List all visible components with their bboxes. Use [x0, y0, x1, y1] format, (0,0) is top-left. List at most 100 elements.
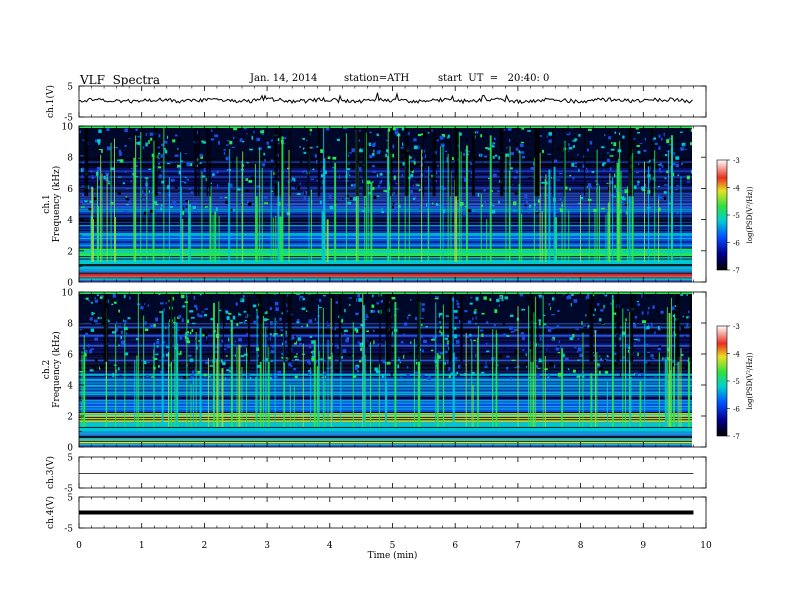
ch4-trace	[79, 510, 694, 515]
spec-speckle	[475, 296, 479, 301]
spec-speckle	[94, 319, 98, 323]
spec-speckle	[553, 131, 556, 134]
spec-speckle	[520, 332, 525, 335]
spec-speckle	[582, 164, 586, 169]
spec-speckle	[677, 174, 680, 177]
spec-speckle	[398, 359, 400, 361]
spectrogram-ch1	[79, 126, 692, 282]
spec-speckle	[448, 375, 451, 379]
spec-speckle	[111, 303, 114, 306]
spec-streak	[230, 319, 233, 427]
spec-streak	[279, 216, 282, 262]
spec-streak	[404, 158, 406, 262]
spec-streak	[648, 166, 650, 262]
spec-speckle	[442, 209, 446, 214]
spec-speckle	[135, 165, 138, 167]
spec-speckle	[529, 206, 531, 208]
spec-speckle	[453, 310, 458, 313]
spec-speckle	[423, 339, 427, 344]
spec-speckle	[263, 152, 266, 156]
spec-speckle	[633, 185, 637, 189]
spec-speckle	[425, 325, 428, 328]
spec-speckle	[560, 346, 562, 349]
spec-speckle	[328, 356, 332, 360]
spec-speckle	[578, 168, 580, 173]
spec-speckle	[431, 338, 435, 341]
spec-speckle	[503, 129, 506, 131]
spec-top-row	[79, 126, 692, 128]
spec-streak	[272, 217, 274, 262]
spec-streak	[316, 366, 319, 427]
spec-speckle	[557, 147, 562, 151]
spec-streak	[236, 156, 238, 262]
spec-speckle	[647, 351, 651, 354]
spec-speckle	[559, 198, 562, 200]
y-tick-label: 0	[67, 444, 73, 454]
spec-speckle	[445, 141, 450, 145]
spec-speckle	[87, 300, 91, 302]
spec-speckle	[379, 299, 384, 303]
spec-speckle	[641, 186, 646, 191]
spec-speckle	[285, 330, 287, 335]
spec-gap	[169, 292, 173, 362]
spec-speckle	[670, 151, 672, 153]
spec-speckle	[446, 342, 450, 345]
spec-streak	[334, 162, 337, 262]
spec-speckle	[428, 128, 432, 132]
spec-speckle	[367, 133, 370, 138]
spec-speckle	[658, 345, 662, 348]
spec-speckle	[227, 337, 230, 342]
spec-speckle	[512, 210, 517, 212]
spec-speckle	[122, 182, 126, 185]
spec-speckle	[215, 344, 219, 349]
spec-speckle	[541, 181, 545, 184]
y-axis-label: ch.3(V)	[45, 456, 56, 489]
spec-streak	[105, 382, 107, 427]
spec-gap	[630, 292, 634, 362]
spec-speckle	[390, 203, 394, 206]
spec-streak	[352, 321, 354, 427]
spec-speckle	[345, 171, 349, 176]
spec-speckle	[265, 311, 268, 314]
spec-gap	[333, 292, 335, 362]
spec-streak	[124, 323, 126, 427]
spec-speckle	[551, 314, 555, 316]
ch1-trace	[79, 91, 693, 105]
spec-speckle	[427, 376, 431, 380]
spec-speckle	[525, 353, 527, 357]
spec-speckle	[144, 321, 147, 325]
x-tick-label: 8	[578, 541, 584, 551]
spec-speckle	[209, 365, 214, 367]
spec-streak	[364, 131, 366, 262]
spec-speckle	[161, 180, 165, 184]
spec-speckle	[168, 363, 171, 367]
spec-speckle	[119, 374, 123, 377]
spec-speckle	[671, 306, 675, 311]
spec-band	[79, 257, 692, 267]
spec-speckle	[238, 312, 240, 316]
spec-speckle	[632, 296, 637, 299]
spec-speckle	[288, 362, 292, 367]
spec-speckle	[672, 361, 675, 364]
spec-speckle	[567, 368, 570, 371]
spec-speckle	[246, 133, 248, 135]
spec-line	[79, 166, 692, 168]
spec-speckle	[572, 140, 576, 142]
spec-speckle	[633, 373, 635, 376]
colorbar-tick-label: -4	[733, 351, 740, 359]
spec-speckle	[209, 296, 212, 300]
spec-speckle	[654, 376, 658, 378]
spec-speckle	[380, 179, 383, 184]
spec-speckle	[264, 312, 268, 314]
spec-streak	[568, 210, 570, 262]
spec-speckle	[604, 134, 606, 137]
spec-streak	[450, 171, 452, 262]
spec-gap	[449, 292, 451, 362]
spec-speckle	[519, 187, 522, 189]
spec-speckle	[534, 203, 536, 206]
spec-speckle	[183, 206, 185, 211]
spec-speckle	[593, 354, 596, 357]
spec-speckle	[225, 355, 228, 357]
spec-speckle	[647, 174, 652, 178]
spec-speckle	[226, 140, 231, 142]
